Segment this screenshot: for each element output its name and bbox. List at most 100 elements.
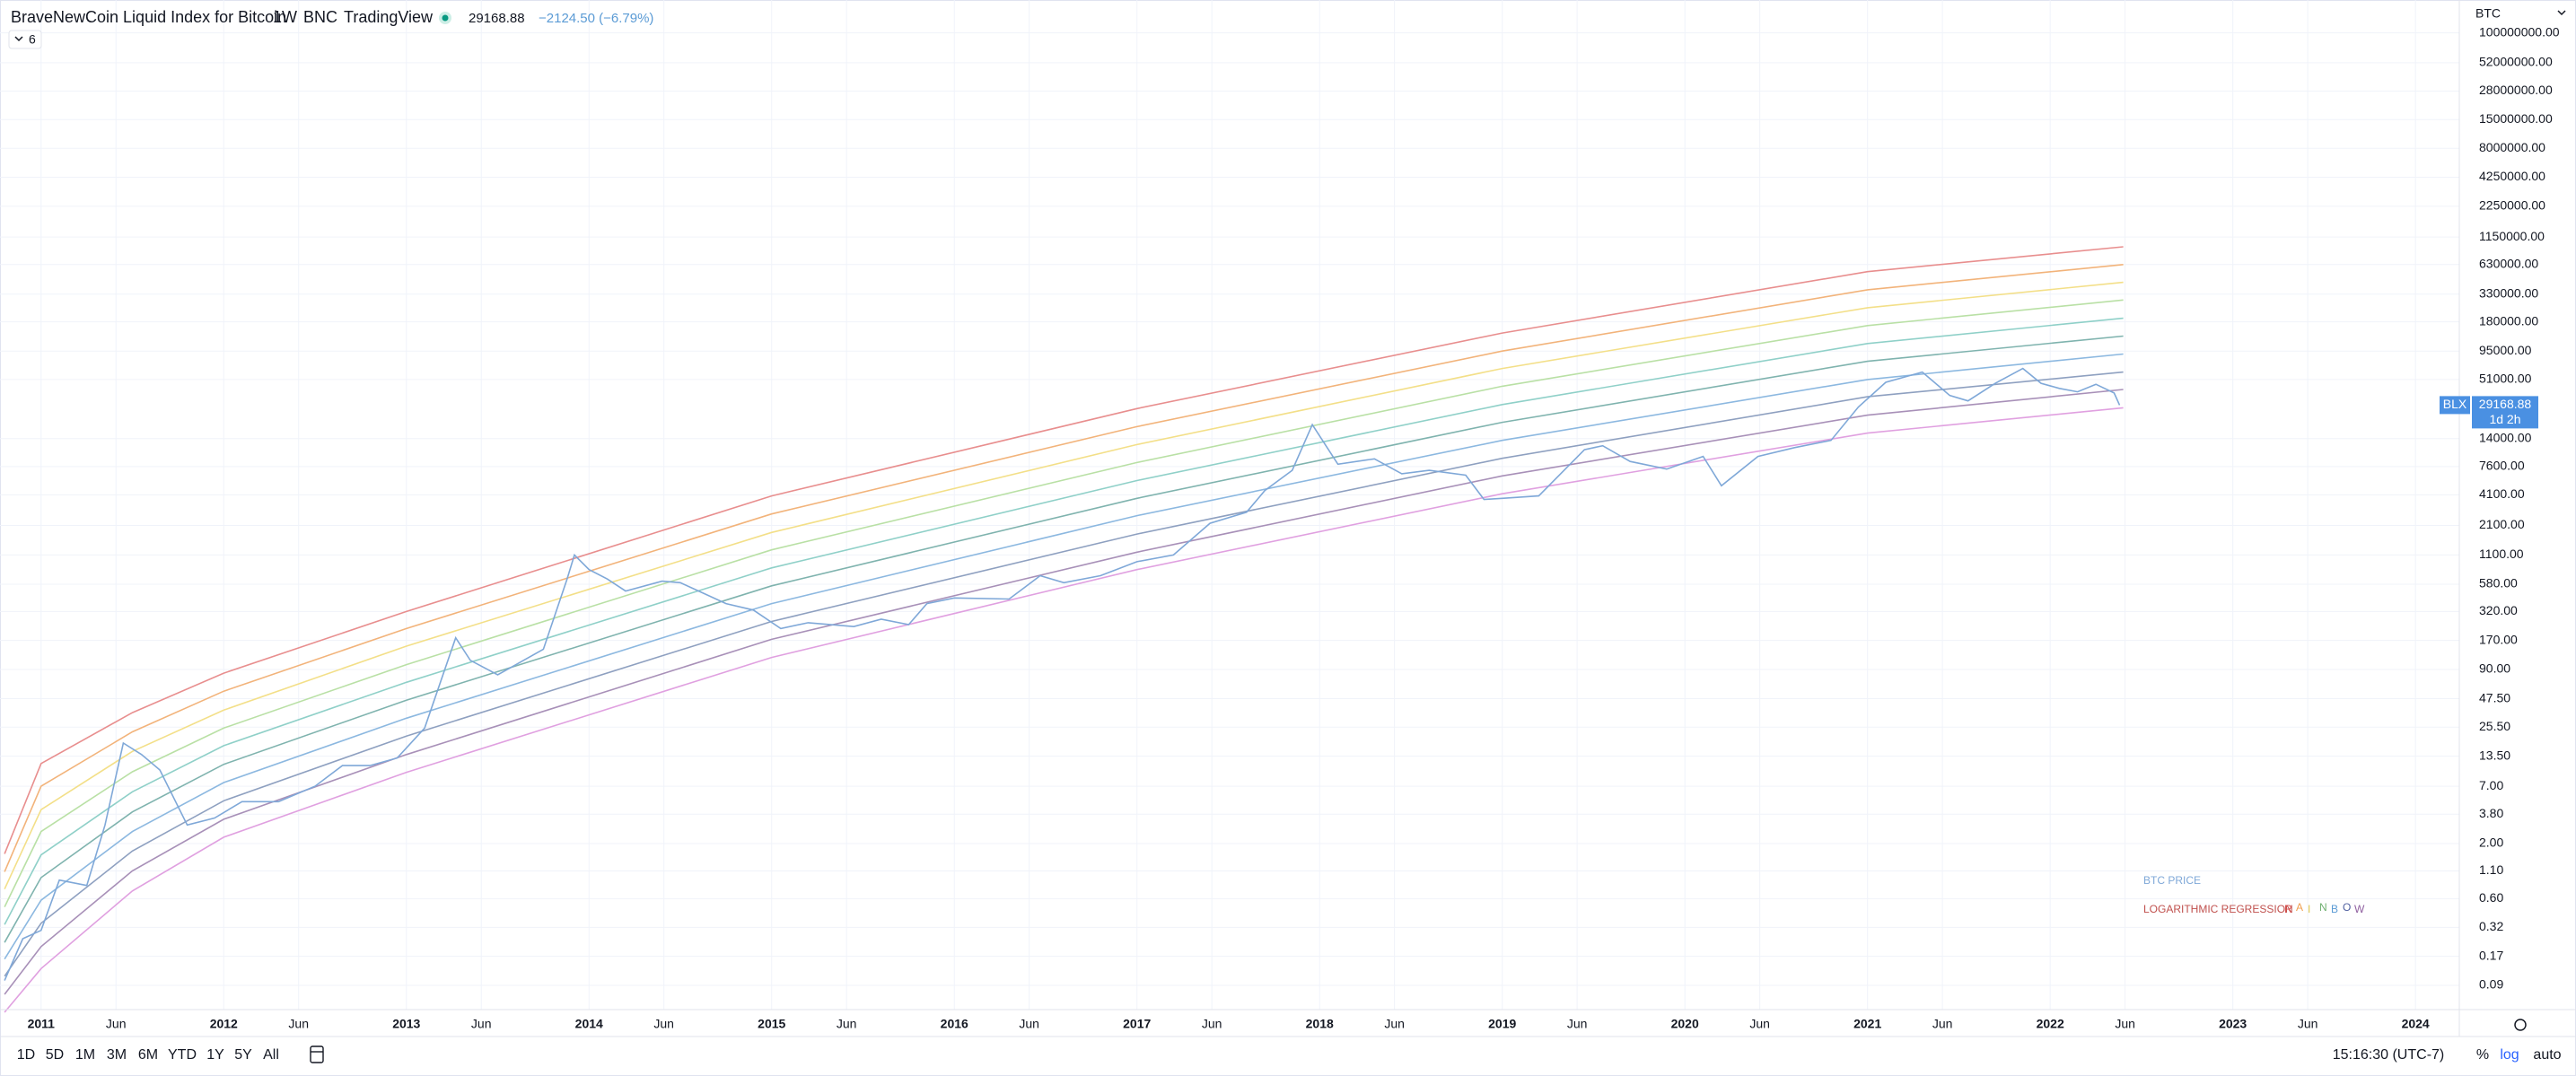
- x-tick-label: Jun: [1202, 1017, 1222, 1031]
- x-tick-label: 2017: [1123, 1017, 1151, 1031]
- y-tick-label: 28000000.00: [2479, 83, 2553, 97]
- auto-toggle[interactable]: auto: [2533, 1047, 2561, 1063]
- y-tick-label: 320.00: [2479, 603, 2518, 617]
- y-tick-label: 4100.00: [2479, 486, 2525, 501]
- legend-letter: B: [2331, 903, 2338, 915]
- regression-band: [4, 371, 2124, 977]
- y-tick-label: 3.80: [2479, 806, 2503, 820]
- x-tick-label: Jun: [653, 1017, 674, 1031]
- legend-item: BTC PRICE: [2143, 874, 2201, 887]
- y-tick-label: 0.60: [2479, 890, 2503, 905]
- chevron-icon: [14, 36, 23, 42]
- clock[interactable]: 15:16:30 (UTC-7): [2333, 1047, 2445, 1063]
- x-tick-label: 2022: [2037, 1017, 2064, 1031]
- source: TradingView: [344, 8, 434, 26]
- x-tick-label: 2024: [2402, 1017, 2430, 1031]
- y-tick-label: 2100.00: [2479, 517, 2525, 531]
- x-tick-label: 2012: [210, 1017, 238, 1031]
- percent-toggle[interactable]: %: [2476, 1047, 2489, 1063]
- price-tag-value: 29168.88: [2479, 397, 2532, 411]
- range-button[interactable]: 1M: [75, 1047, 95, 1063]
- y-tick-label: 630000.00: [2479, 257, 2538, 271]
- regression-band: [4, 281, 2124, 890]
- y-tick-label: 1.10: [2479, 862, 2503, 877]
- chevron-icon: [2557, 10, 2566, 16]
- regression-band: [4, 264, 2124, 872]
- x-tick-label: 2023: [2219, 1017, 2247, 1031]
- legend-letter: W: [2354, 903, 2365, 915]
- y-tick-label: 580.00: [2479, 576, 2518, 590]
- y-tick-label: 95000.00: [2479, 343, 2532, 357]
- price-tag-symbol: [2440, 396, 2470, 415]
- x-tick-label: Jun: [1019, 1017, 1039, 1031]
- scale-currency[interactable]: BTC: [2475, 6, 2501, 21]
- range-button[interactable]: YTD: [168, 1047, 197, 1063]
- x-tick-label: Jun: [2298, 1017, 2318, 1031]
- y-tick-label: 14000.00: [2479, 430, 2532, 444]
- price-tag-symbol-text: BLX: [2443, 397, 2467, 411]
- x-tick-label: Jun: [106, 1017, 127, 1031]
- regression-band: [4, 299, 2124, 907]
- exchange: BNC: [303, 8, 337, 26]
- range-button[interactable]: 5Y: [234, 1047, 252, 1063]
- range-button[interactable]: 1Y: [206, 1047, 224, 1063]
- y-tick-label: 51000.00: [2479, 372, 2532, 386]
- regression-band: [4, 335, 2124, 943]
- last-price: 29168.88: [469, 11, 525, 26]
- x-tick-label: Jun: [1932, 1017, 1953, 1031]
- regression-band: [4, 353, 2124, 960]
- x-tick-label: Jun: [471, 1017, 492, 1031]
- legend-letter: A: [2296, 901, 2303, 914]
- legend-item: LOGARITHMIC REGRESSION: [2143, 903, 2293, 915]
- y-tick-label: 0.32: [2479, 919, 2503, 933]
- symbol-title: BraveNewCoin Liquid Index for Bitcoin: [11, 8, 286, 26]
- grid: [0, 0, 2459, 1010]
- range-button[interactable]: All: [263, 1047, 279, 1063]
- x-tick-label: Jun: [1384, 1017, 1405, 1031]
- log-toggle[interactable]: log: [2500, 1047, 2519, 1063]
- status-dot: [442, 14, 449, 22]
- price-change: −2124.50 (−6.79%): [539, 11, 653, 26]
- x-tick-label: 2015: [758, 1017, 785, 1031]
- date-range-icon[interactable]: [310, 1045, 324, 1063]
- y-tick-label: 13.50: [2479, 748, 2510, 762]
- range-button[interactable]: 6M: [138, 1047, 158, 1063]
- y-tick-label: 2250000.00: [2479, 198, 2545, 213]
- price-line: [4, 367, 2121, 981]
- y-tick-label: 100000000.00: [2479, 24, 2560, 39]
- axes: 100000000.00 52000000.00 28000000.00 150000…: [0, 0, 2576, 1037]
- x-tick-label: Jun: [288, 1017, 309, 1031]
- header: BraveNewCoin Liquid Index for Bitcoin 1W…: [8, 6, 2566, 49]
- x-tick-label: Jun: [837, 1017, 857, 1031]
- y-tick-label: 170.00: [2479, 632, 2518, 646]
- regression-band: [4, 317, 2124, 925]
- price-tag: [2472, 396, 2538, 429]
- x-tick-label: 2011: [28, 1017, 56, 1031]
- y-tick-label: 25.50: [2479, 719, 2510, 733]
- interval[interactable]: 1W: [273, 8, 297, 26]
- y-tick-label: 0.09: [2479, 977, 2503, 992]
- range-button[interactable]: 3M: [107, 1047, 127, 1063]
- bottom-toolbar: 15:16:30 (UTC-7) % log auto 1D 5D 1M 3M 6M YT…: [17, 1019, 2562, 1063]
- settings-icon[interactable]: [2514, 1019, 2527, 1031]
- legend-letter: R: [2284, 903, 2292, 915]
- y-tick-label: 180000.00: [2479, 313, 2538, 328]
- y-tick-label: 7600.00: [2479, 459, 2525, 473]
- range-button[interactable]: 1D: [17, 1047, 35, 1063]
- legend-letter: N: [2319, 901, 2327, 914]
- y-tick-label: 1150000.00: [2479, 229, 2545, 243]
- y-tick-label: 8000000.00: [2479, 140, 2545, 154]
- legend-letter: O: [2343, 901, 2351, 914]
- indicators-toggle[interactable]: [8, 30, 42, 49]
- indicator-count[interactable]: 6: [29, 32, 36, 47]
- y-tick-label: 47.50: [2479, 690, 2510, 704]
- legend-letter: I: [2308, 903, 2310, 915]
- x-tick-label: 2014: [575, 1017, 603, 1031]
- x-tick-label: 2016: [941, 1017, 968, 1031]
- y-tick-label: 2.00: [2479, 835, 2503, 850]
- y-tick-label: 4250000.00: [2479, 169, 2545, 183]
- range-button[interactable]: 5D: [46, 1047, 64, 1063]
- price-tag-countdown: 1d 2h: [2489, 412, 2520, 426]
